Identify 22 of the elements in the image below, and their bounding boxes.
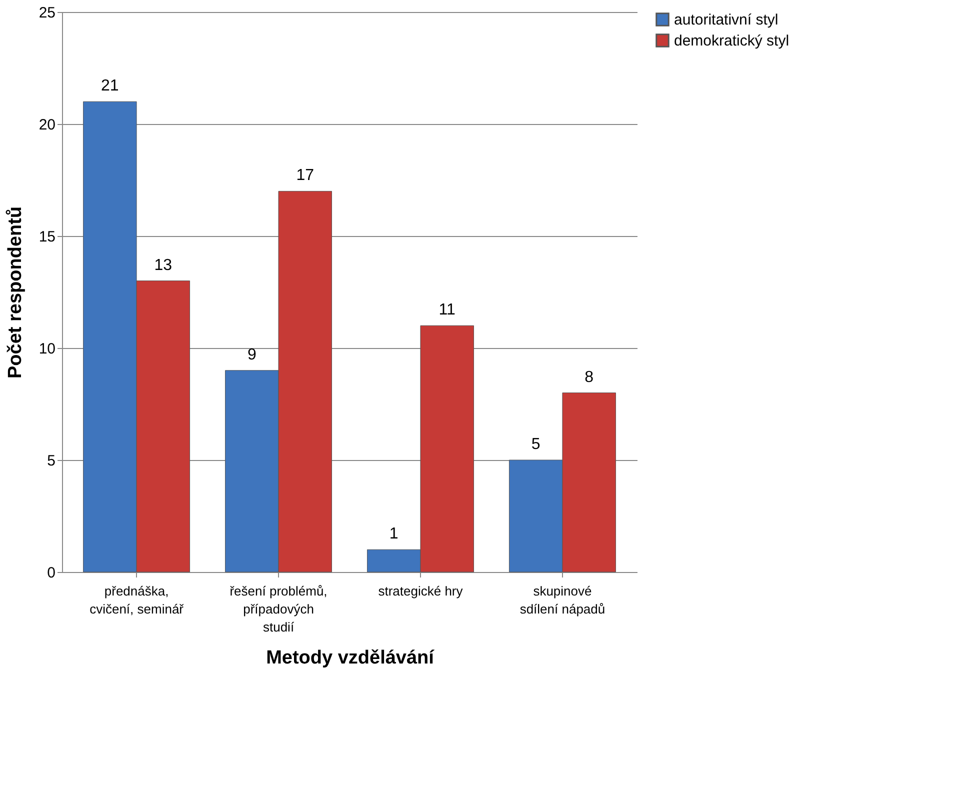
data-label: 11 [438,302,456,319]
y-axis-title: Počet respondentů [4,206,26,379]
x-axis-title: Metody vzdělávání [266,648,435,668]
y-tick-label: 25 [38,4,56,22]
data-label: 21 [101,78,119,95]
legend-label: autoritativní styl [674,12,778,28]
x-tick-label: řešení problémů, případových studií [230,584,328,634]
y-tick-label: 15 [38,228,56,246]
data-label: 9 [247,346,256,364]
y-tick-label: 0 [47,564,56,582]
data-label: 8 [584,368,594,386]
y-tick-label: 20 [38,116,56,134]
legend-label: demokratický styl [674,32,790,50]
x-tick-label: přednáška, cvičení, seminář [90,584,184,616]
data-label: 5 [531,436,540,453]
data-label: 13 [154,256,172,274]
data-label: 1 [389,526,398,543]
x-tick-label: strategické hry [378,584,464,598]
data-label: 17 [296,167,314,184]
y-tick-label: 5 [47,452,56,470]
y-tick-label: 10 [38,340,56,358]
x-tick-label: skupinové sdílení nápadů [520,584,606,616]
